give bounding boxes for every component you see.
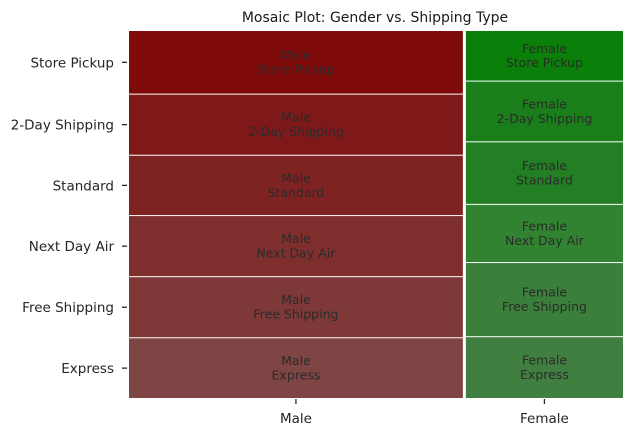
cell-label-male-2-day-shipping: Male 2-Day Shipping (248, 110, 344, 139)
cell-label-female-free-shipping: Female Free Shipping (502, 285, 587, 314)
cell-label-female-2-day-shipping: Female 2-Day Shipping (497, 96, 593, 125)
x-tick-label-male: Male (280, 411, 312, 427)
cell-female-express (465, 337, 623, 398)
y-tick-label-standard: Standard (53, 178, 114, 194)
cell-label-male-express: Male Express (272, 353, 321, 382)
mosaic-cells: Male Express Male Free Shipping Male Next Day… (129, 31, 623, 398)
y-tick-label-store-pickup: Store Pickup (30, 55, 114, 71)
cell-male-next-day-air (129, 216, 463, 277)
cell-label-male-standard: Male Standard (268, 170, 325, 199)
cell-female-standard (465, 142, 623, 204)
cell-male-express (129, 338, 463, 398)
cell-label-female-standard: Female Standard (516, 158, 573, 187)
cell-male-2-day-shipping (129, 94, 463, 155)
cell-label-female-next-day-air: Female Next Day Air (505, 218, 585, 247)
cell-female-store-pickup (465, 31, 623, 81)
y-axis: Express Free Shipping Next Day Air Standard… (11, 55, 127, 377)
cell-female-next-day-air (465, 204, 623, 263)
cell-label-male-next-day-air: Male Next Day Air (256, 231, 336, 260)
cell-female-free-shipping (465, 263, 623, 337)
cell-male-store-pickup (129, 31, 463, 94)
cell-label-male-store-pickup: Male Store Pickup (257, 47, 334, 76)
chart-title: Mosaic Plot: Gender vs. Shipping Type (242, 10, 508, 26)
y-tick-label-free-shipping: Free Shipping (22, 300, 114, 316)
cell-label-female-store-pickup: Female Store Pickup (506, 41, 583, 70)
y-tick-label-2-day-shipping: 2-Day Shipping (11, 118, 114, 134)
cell-female-2-day-shipping (465, 81, 623, 142)
y-tick-label-next-day-air: Next Day Air (29, 239, 115, 255)
x-axis: Male Female (280, 399, 569, 427)
cell-male-standard (129, 155, 463, 216)
cell-label-female-express: Female Express (520, 353, 569, 382)
x-tick-label-female: Female (520, 411, 569, 427)
y-tick-label-express: Express (61, 361, 114, 377)
cell-label-male-free-shipping: Male Free Shipping (253, 292, 338, 321)
cell-male-free-shipping (129, 277, 463, 338)
